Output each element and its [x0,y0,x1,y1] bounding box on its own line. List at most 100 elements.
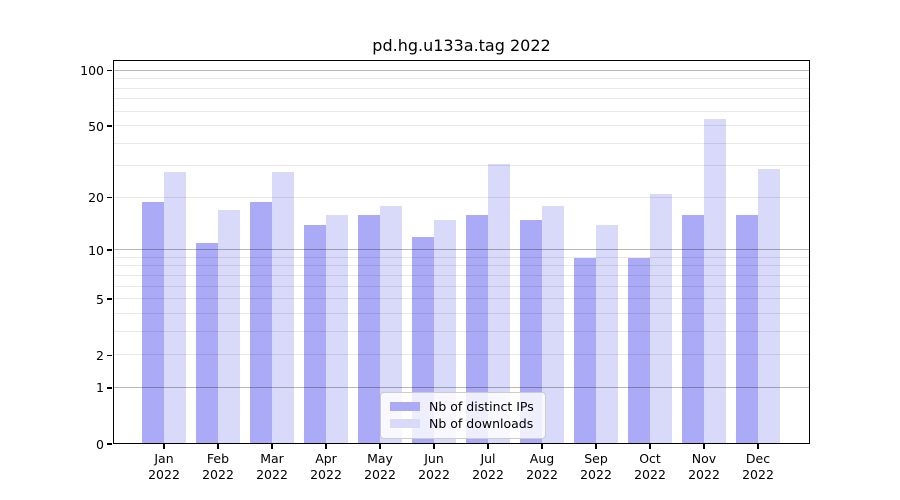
gridline-minor [113,125,810,127]
y-tick-label: 10 [88,242,104,258]
bar-ips-feb [196,243,218,444]
bar-downloads-oct [650,194,672,444]
gridline-minor [113,98,810,100]
gridline-minor [113,256,810,258]
x-tick [271,444,273,449]
bar-ips-jul [466,214,488,444]
legend-swatch [390,419,420,428]
x-tick-year: 2022 [202,466,234,482]
gridline-minor [113,165,810,167]
y-tick-label: 5 [96,291,104,307]
gridline-minor [113,87,810,89]
bar-downloads-dec [758,169,780,444]
y-tick-label: 1 [96,380,104,396]
y-tick [107,197,112,199]
gridline-minor [113,274,810,276]
x-tick-year: 2022 [418,466,450,482]
x-tick [379,444,381,449]
y-tick-label: 100 [80,63,104,79]
gridline-minor [113,285,810,287]
y-tick [107,443,112,445]
x-tick-label: Oct 2022 [618,451,682,482]
x-tick-label: Jul 2022 [456,451,520,482]
x-tick-label: Feb 2022 [186,451,250,482]
bar-ips-may [358,214,380,444]
x-tick [325,444,327,449]
x-tick [703,444,705,449]
y-tick [107,298,112,300]
gridline-minor [113,330,810,332]
bar-downloads-nov [704,118,726,444]
gridline-minor [113,78,810,80]
y-tick-label: 0 [96,436,104,452]
legend-swatch [390,402,420,411]
chart-title: pd.hg.u133a.tag 2022 [372,36,551,55]
x-tick-label: Apr 2022 [294,451,358,482]
x-tick-label: Sep 2022 [564,451,628,482]
x-tick-year: 2022 [634,466,666,482]
x-tick-label: Aug 2022 [510,451,574,482]
gridline-minor [113,312,810,314]
x-tick-year: 2022 [688,466,720,482]
y-tick [107,125,112,127]
x-tick-year: 2022 [472,466,504,482]
y-tick-label: 2 [96,347,104,363]
x-tick-year: 2022 [256,466,288,482]
y-tick-label: 50 [88,118,104,134]
bar-downloads-mar [272,171,294,444]
x-tick-label: Mar 2022 [240,451,304,482]
x-tick [649,444,651,449]
bar-ips-nov [682,214,704,444]
plot-area [113,60,810,444]
gridline-minor [113,265,810,267]
legend-item: Nb of downloads [390,415,536,432]
bar-ips-oct [628,257,650,444]
bar-ips-aug [520,219,542,444]
bar-ips-sep [574,257,596,444]
bar-downloads-may [380,205,402,444]
x-tick-year: 2022 [310,466,342,482]
bar-downloads-jan [164,171,186,444]
legend-label: Nb of downloads [429,416,534,431]
x-tick-year: 2022 [148,466,180,482]
gridline-major [113,386,810,388]
bar-ips-mar [250,201,272,444]
x-tick-label: Dec 2022 [726,451,790,482]
gridline-minor [113,354,810,356]
gridline-major [113,249,810,251]
legend-label: Nb of distinct IPs [429,399,534,414]
y-tick [107,354,112,356]
y-tick [107,387,112,389]
bar-ips-jan [142,201,164,444]
x-tick-year: 2022 [742,466,774,482]
gridline-major [113,69,810,71]
x-tick-year: 2022 [580,466,612,482]
x-tick-label: May 2022 [348,451,412,482]
bar-ips-apr [304,225,326,444]
bar-ips-dec [736,214,758,444]
gridline-minor [113,298,810,300]
gridline-minor [113,196,810,198]
x-tick-year: 2022 [526,466,558,482]
y-tick [107,70,112,72]
bar-downloads-jun [434,219,456,444]
x-tick-label: Jun 2022 [402,451,466,482]
x-tick [595,444,597,449]
x-tick [487,444,489,449]
bar-downloads-jul [488,163,510,444]
y-tick [107,249,112,251]
y-tick-label: 20 [88,190,104,206]
bar-downloads-apr [326,214,348,444]
bar-downloads-sep [596,225,618,444]
x-tick [433,444,435,449]
bar-downloads-aug [542,205,564,444]
x-tick [217,444,219,449]
gridline-minor [113,142,810,144]
x-tick [541,444,543,449]
legend: Nb of distinct IPs Nb of downloads [380,392,546,439]
bar-downloads-feb [218,210,240,444]
legend-item: Nb of distinct IPs [390,398,536,415]
x-tick [757,444,759,449]
x-tick [163,444,165,449]
